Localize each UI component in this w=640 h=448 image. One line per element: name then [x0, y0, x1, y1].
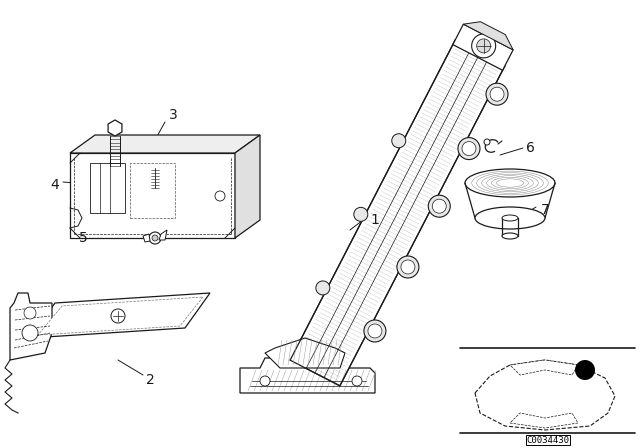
- Circle shape: [472, 34, 495, 58]
- Polygon shape: [143, 234, 150, 242]
- Polygon shape: [159, 230, 167, 240]
- Circle shape: [149, 232, 161, 244]
- Ellipse shape: [502, 233, 518, 239]
- Polygon shape: [70, 135, 260, 153]
- Circle shape: [477, 39, 491, 53]
- Circle shape: [490, 87, 504, 101]
- Polygon shape: [510, 360, 578, 375]
- Text: 2: 2: [146, 373, 154, 387]
- Ellipse shape: [486, 176, 533, 190]
- Circle shape: [352, 376, 362, 386]
- Circle shape: [462, 142, 476, 155]
- Circle shape: [111, 309, 125, 323]
- Polygon shape: [38, 297, 203, 335]
- Polygon shape: [290, 40, 505, 386]
- Ellipse shape: [492, 177, 529, 189]
- Circle shape: [364, 320, 386, 342]
- Ellipse shape: [472, 171, 548, 195]
- Text: 4: 4: [51, 178, 60, 192]
- Polygon shape: [510, 413, 578, 428]
- Text: C0034430: C0034430: [527, 435, 570, 444]
- Circle shape: [458, 138, 480, 159]
- Circle shape: [392, 134, 406, 148]
- Polygon shape: [475, 360, 615, 430]
- Circle shape: [428, 195, 451, 217]
- Polygon shape: [130, 163, 175, 218]
- Polygon shape: [240, 358, 375, 393]
- Circle shape: [152, 235, 158, 241]
- Circle shape: [401, 260, 415, 274]
- Polygon shape: [30, 293, 210, 338]
- Polygon shape: [463, 22, 513, 50]
- Polygon shape: [265, 338, 345, 368]
- Polygon shape: [235, 135, 260, 238]
- Circle shape: [215, 191, 225, 201]
- Polygon shape: [453, 24, 513, 70]
- Circle shape: [368, 324, 382, 338]
- Circle shape: [397, 256, 419, 278]
- Ellipse shape: [502, 215, 518, 221]
- Text: 7: 7: [541, 203, 549, 217]
- Text: 1: 1: [371, 213, 380, 227]
- Circle shape: [24, 307, 36, 319]
- Text: 3: 3: [168, 108, 177, 122]
- Polygon shape: [90, 163, 125, 213]
- Circle shape: [316, 281, 330, 295]
- Circle shape: [484, 139, 490, 145]
- Ellipse shape: [465, 169, 555, 197]
- Circle shape: [22, 325, 38, 341]
- Ellipse shape: [482, 174, 538, 192]
- Text: 5: 5: [79, 231, 88, 245]
- Polygon shape: [70, 153, 235, 238]
- Circle shape: [432, 199, 446, 213]
- Polygon shape: [10, 293, 52, 360]
- Circle shape: [486, 83, 508, 105]
- Circle shape: [260, 376, 270, 386]
- Circle shape: [575, 360, 595, 380]
- Ellipse shape: [475, 207, 545, 229]
- Ellipse shape: [497, 179, 524, 187]
- Circle shape: [354, 207, 368, 221]
- Ellipse shape: [477, 172, 543, 194]
- Text: 6: 6: [525, 141, 534, 155]
- Polygon shape: [108, 120, 122, 136]
